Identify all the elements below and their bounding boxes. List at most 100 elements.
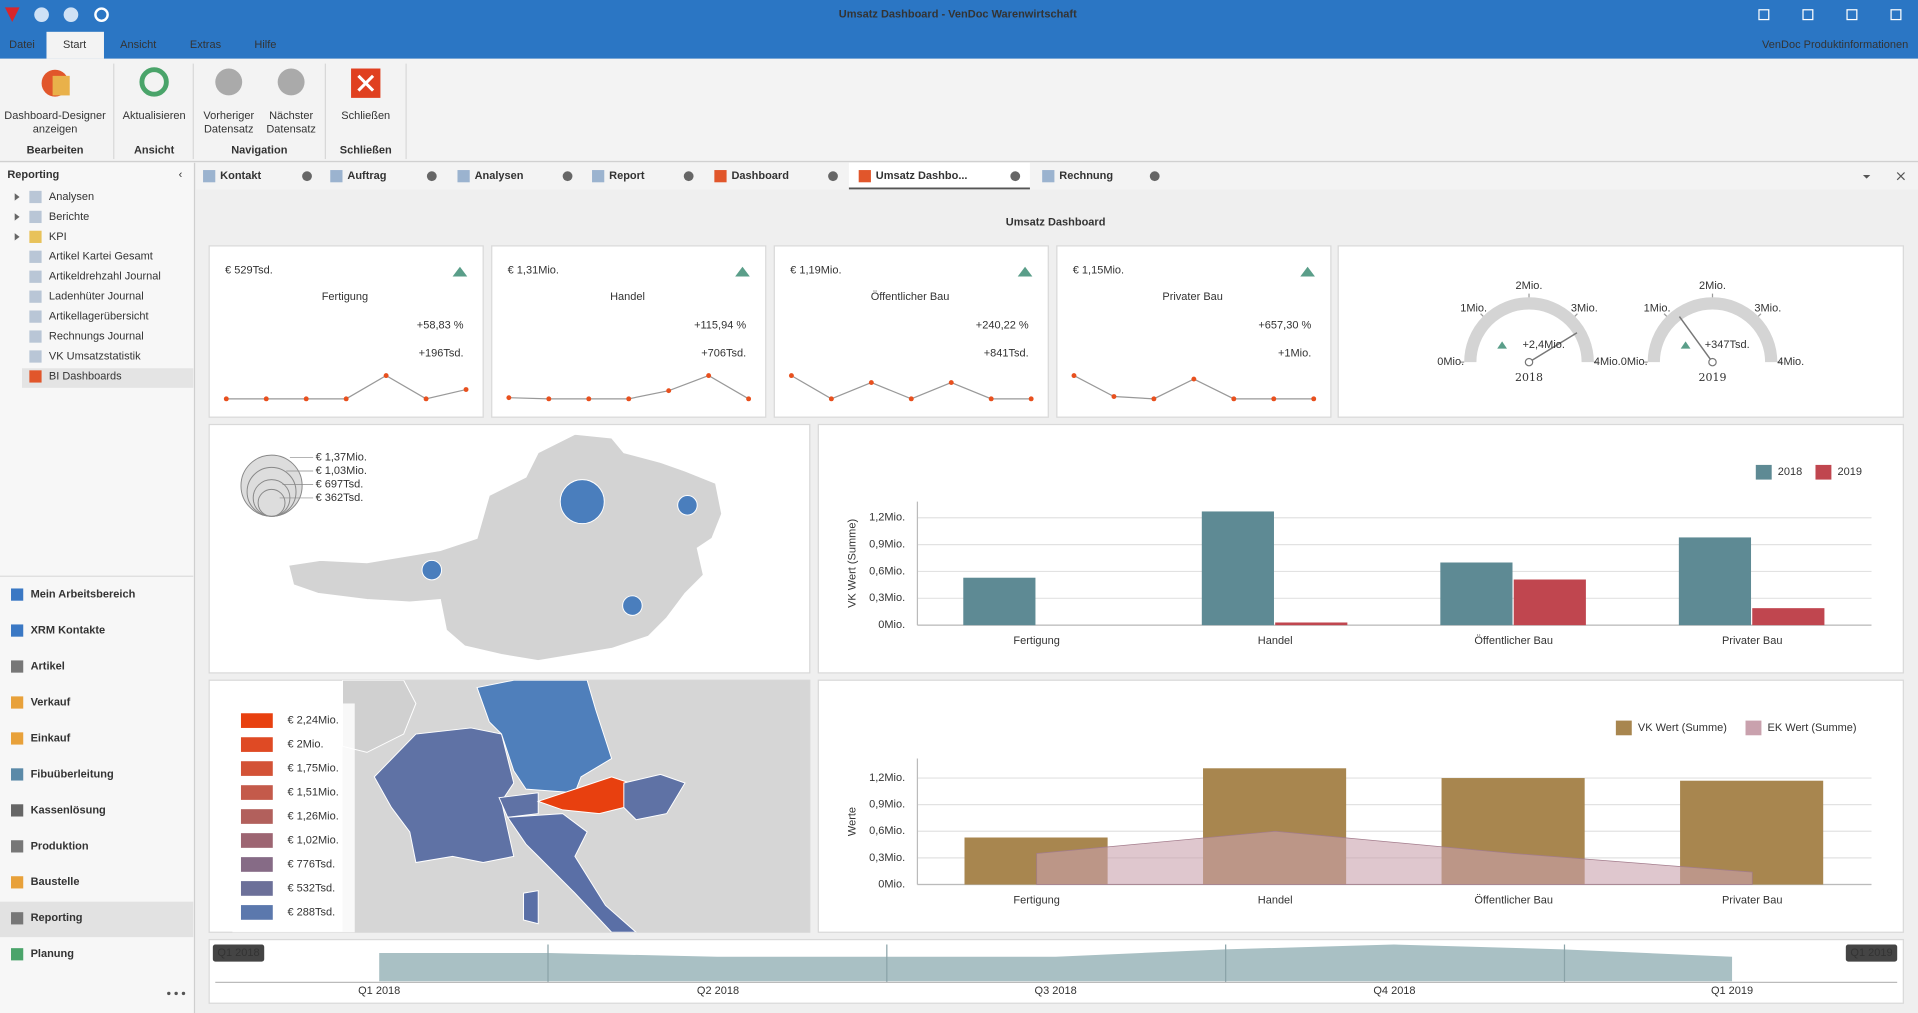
choropleth-swatch (241, 737, 273, 752)
sparkline-point (869, 380, 874, 385)
sparkline-point (464, 387, 469, 392)
nav-icon (11, 588, 23, 600)
timeline-label: Q4 2018 (1373, 985, 1415, 997)
tab-close[interactable] (563, 171, 573, 181)
ribbon-button-label[interactable]: Aktualisieren (123, 110, 186, 122)
ribbon-button-label[interactable]: Vorheriger (203, 110, 254, 122)
document-tab[interactable]: Auftrag (347, 170, 386, 182)
document-tab[interactable]: Dashboard (731, 170, 788, 182)
more-dot[interactable] (182, 992, 185, 995)
legend-swatch (1616, 721, 1632, 736)
quick-icon[interactable] (64, 7, 79, 22)
gauge-year: 2019 (1698, 371, 1726, 384)
kpi-target: € 1,31Mio. (508, 264, 559, 276)
document-tab[interactable]: Report (609, 170, 645, 182)
document-tab[interactable]: Umsatz Dashbo... (876, 170, 968, 182)
ribbon-button-label[interactable]: Datensatz (204, 124, 254, 136)
tab-icon (592, 170, 604, 182)
nav-item[interactable]: Planung (31, 948, 74, 960)
tree-icon (29, 370, 41, 382)
tab-close[interactable] (684, 171, 694, 181)
window-title: Umsatz Dashboard - VenDoc Warenwirtschaf… (839, 9, 1077, 21)
sparkline-point (949, 380, 954, 385)
nav-item[interactable]: Kassenlösung (31, 804, 106, 816)
nav-item[interactable]: Reporting (31, 912, 83, 924)
tree-item[interactable]: BI Dashboards (49, 370, 122, 382)
card (1338, 246, 1903, 417)
choropleth-label: € 288Tsd. (287, 906, 335, 918)
x-tick-label: Fertigung (1013, 635, 1059, 647)
tree-item[interactable]: Analysen (49, 191, 94, 203)
sparkline-point (666, 388, 671, 393)
nav-icon (11, 840, 23, 852)
nav-item[interactable]: Fibuüberleitung (31, 768, 114, 780)
tab-close[interactable] (427, 171, 437, 181)
quick-icon[interactable] (34, 7, 49, 22)
menu-tab[interactable]: Hilfe (254, 39, 276, 51)
tree-item[interactable]: Artikel Kartei Gesamt (49, 251, 153, 263)
tab-close[interactable] (1150, 171, 1160, 181)
tab-close[interactable] (302, 171, 312, 181)
menu-tab[interactable]: Datei (9, 39, 35, 51)
gauge-delta: +347Tsd. (1705, 339, 1750, 351)
nav-item[interactable]: Artikel (31, 660, 65, 672)
ribbon-button-label[interactable]: Dashboard-Designer (4, 110, 106, 122)
nav-item[interactable]: Einkauf (31, 732, 71, 744)
kpi-name: Privater Bau (1162, 291, 1223, 303)
tab-close[interactable] (828, 171, 838, 181)
y-tick-label: 0,9Mio. (869, 799, 905, 811)
nav-icon (11, 768, 23, 780)
ribbon-group-label: Navigation (231, 144, 288, 156)
choropleth-swatch (241, 761, 273, 776)
ribbon-button-label[interactable]: anzeigen (33, 124, 78, 136)
more-dot[interactable] (167, 992, 170, 995)
ribbon-button-label[interactable]: Datensatz (266, 124, 316, 136)
menu-tab[interactable]: Start (63, 39, 86, 51)
tree-item[interactable]: KPI (49, 231, 67, 243)
sparkline-point (1072, 373, 1077, 378)
nav-item[interactable]: Mein Arbeitsbereich (31, 588, 136, 600)
menu-tab[interactable]: Ansicht (120, 39, 156, 51)
y-tick-label: 0,6Mio. (869, 825, 905, 837)
tree-item[interactable]: Berichte (49, 211, 89, 223)
nav-item[interactable]: Baustelle (31, 876, 80, 888)
ribbon-group-label: Schließen (340, 144, 392, 156)
designer-icon (53, 76, 70, 96)
tree-item[interactable]: Rechnungs Journal (49, 330, 144, 342)
ribbon-button-label[interactable]: Nächster (269, 110, 313, 122)
timeline-label: Q1 2018 (358, 985, 400, 997)
nav-selected (0, 902, 193, 937)
choropleth-label: € 1,26Mio. (287, 810, 338, 822)
sparkline-point (1191, 377, 1196, 382)
sparkline-point (909, 396, 914, 401)
menu-info[interactable]: VenDoc Produktinformationen (1762, 39, 1908, 51)
nav-item[interactable]: XRM Kontakte (31, 624, 106, 636)
tree-item[interactable]: Artikeldrehzahl Journal (49, 271, 161, 283)
document-tab[interactable]: Rechnung (1059, 170, 1113, 182)
choropleth-label: € 532Tsd. (287, 882, 335, 894)
ribbon-button-label[interactable]: Schließen (341, 110, 390, 122)
choropleth-label: € 2,24Mio. (287, 715, 338, 727)
tree-item[interactable]: VK Umsatzstatistik (49, 350, 141, 362)
document-tab[interactable]: Kontakt (220, 170, 261, 182)
tree-icon (29, 271, 41, 283)
tree-item[interactable]: Artikellagerübersicht (49, 311, 149, 323)
tree-item[interactable]: Ladenhüter Journal (49, 291, 144, 303)
more-dot[interactable] (174, 992, 177, 995)
menu-tab[interactable]: Extras (190, 39, 222, 51)
kpi-percent: +657,30 % (1258, 319, 1311, 331)
gauge-hub (1525, 358, 1532, 365)
tab-close[interactable] (1010, 171, 1020, 181)
kpi-percent: +58,83 % (417, 319, 464, 331)
sparkline-point (1029, 396, 1034, 401)
nav-item[interactable]: Verkauf (31, 696, 71, 708)
nav-icon (11, 732, 23, 744)
document-tab[interactable]: Analysen (475, 170, 524, 182)
gauge-hub (1709, 358, 1716, 365)
kpi-delta: +1Mio. (1278, 347, 1311, 359)
kpi-name: Öffentlicher Bau (871, 291, 950, 303)
tree-icon (29, 291, 41, 303)
nav-item[interactable]: Produktion (31, 840, 89, 852)
nav-icon (11, 624, 23, 636)
